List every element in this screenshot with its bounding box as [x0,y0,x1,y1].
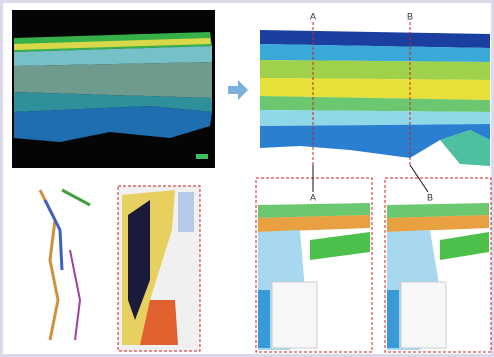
figure: A B A B [0,0,494,357]
layer [387,290,399,348]
attribute-panel: A B [260,11,490,166]
section-label: A [310,11,316,21]
layer [260,60,490,80]
model-panel [12,10,215,168]
contour-map [118,186,200,351]
map-legend [178,192,194,232]
section-label: B [427,192,433,202]
section-label: B [407,11,413,21]
legend-box [272,282,317,348]
section-a: A [256,165,372,352]
page: Geological model figure html, body { mar… [0,0,494,357]
layer [14,62,212,98]
layer [258,290,270,348]
legend-box [401,282,446,348]
layer [260,110,490,126]
scale-mark [196,154,208,159]
section-label: A [310,192,316,202]
section-b: B [385,165,491,352]
body: {"section_labels": {"top_a": "A", "top_b… [0,0,494,357]
